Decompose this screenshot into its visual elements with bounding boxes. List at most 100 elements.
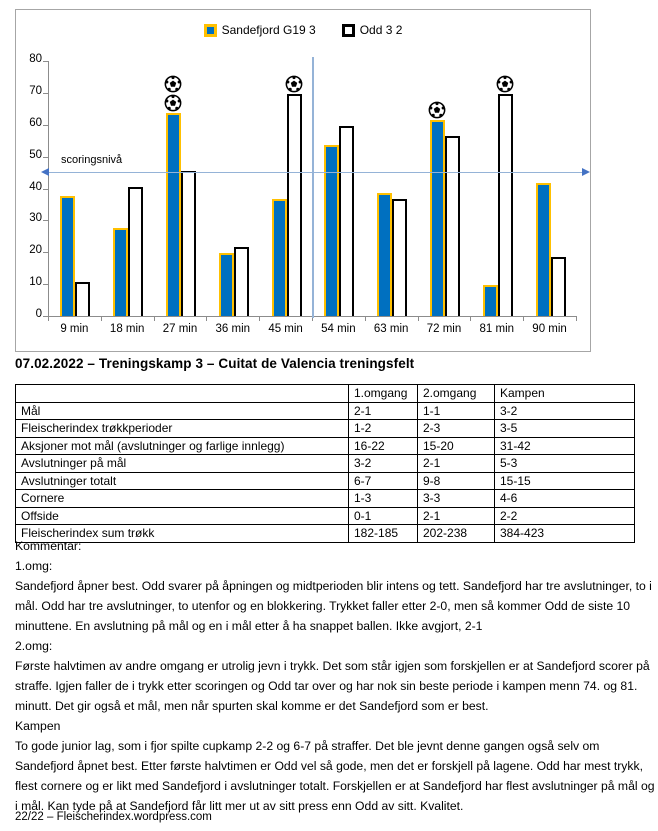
bar-group [313,61,366,316]
x-axis-label: 45 min [268,323,303,335]
value-cell: 4-6 [494,489,635,508]
value-cell: 6-7 [348,471,418,490]
legend-swatch-sandefjord-icon [203,23,217,37]
value-cell: 9-8 [417,471,495,490]
football-icon [165,75,182,93]
value-cell: 182-185 [348,524,418,543]
y-axis-tick-mark [43,220,48,222]
plot-area [48,61,577,317]
goal-marker [164,75,182,93]
bar-odd [180,170,196,316]
row-label-cell: Avslutninger totalt [15,471,349,490]
bar-group [102,61,155,316]
value-cell: 202-238 [417,524,495,543]
value-cell: 1-2 [348,419,418,438]
bar-sandefjord [113,227,129,316]
table-row: Cornere 1-3 3-3 4-6 [15,489,635,508]
x-axis-tick-mark [259,317,261,321]
bar-odd [496,75,514,316]
row-label-cell [15,384,349,403]
y-axis-tick-label: 40 [29,180,42,193]
legend-label-sandefjord: Sandefjord G19 3 [221,23,316,37]
bar-odd [128,186,144,316]
value-cell: 3-2 [494,401,635,420]
table-row: Mål 2-1 1-1 3-2 [15,401,635,420]
y-axis-tick-mark [43,92,48,94]
x-axis-label: 36 min [215,323,251,335]
scoringsniva-line [41,168,590,177]
value-cell: 15-20 [417,436,495,455]
page-title: 07.02.2022 – Treningskamp 3 – Cuitat de … [15,356,415,371]
arrow-right-icon [582,168,590,177]
x-axis-label: 27 min [162,323,198,335]
stats-table: 1.omgang 2.omgang Kampen Mål 2-1 1-1 3-2 Fleisc… [15,384,635,543]
chart: Sandefjord G19 3 Odd 3 2 0 10 20 30 40 50 60 70… [15,9,591,352]
value-cell: 31-42 [494,436,635,455]
row-label-cell: Fleischerindex trøkkperioder [15,419,349,438]
y-axis-tick-mark [43,284,48,286]
bar-group [155,61,208,316]
y-axis-tick-mark [43,156,48,158]
legend-swatch-odd-icon [341,23,355,37]
bar-odd [444,135,460,316]
value-cell: 0-1 [348,506,418,525]
x-axis-label: 9 min [60,323,89,335]
y-axis-tick-label: 20 [29,244,42,257]
bar-sandefjord [535,183,551,316]
x-axis-label: 90 min [532,323,567,335]
value-cell: 5-3 [494,454,635,473]
value-cell: 1-1 [417,401,495,420]
table-row: Fleischerindex sum trøkk 182-185 202-238 38… [15,524,635,543]
commentary-paragraph: Sandefjord åpner best. Odd svarer på åpn… [15,579,652,633]
value-cell: 384-423 [494,524,635,543]
value-cell: 2-2 [494,506,635,525]
bar-group [49,61,102,316]
x-axis-tick-mark [48,317,49,321]
football-icon [165,94,182,112]
bar-group [471,61,524,316]
bar-odd [550,256,566,316]
x-axis-tick-mark [470,317,472,321]
commentary-paragraph: 2.omg: [15,639,53,653]
bar-odd [233,247,249,316]
value-cell: 1.omgang [348,384,418,403]
bar-group [260,61,313,316]
x-axis-labels: 9 min 18 min 27 min 36 min 45 min 54 min 63 mi… [48,323,576,335]
row-label-cell: Aksjoner mot mål (avslutninger og farlig… [15,436,349,455]
commentary-paragraph: 1.omg: [15,559,53,573]
value-cell: 3-5 [494,419,635,438]
football-icon [285,75,303,93]
y-axis-tick-label: 0 [35,308,42,320]
bar-group [419,61,472,316]
bar-group [207,61,260,316]
row-label-cell: Avslutninger på mål [15,454,349,473]
value-cell: 3-3 [417,489,495,508]
bar-sandefjord [165,75,182,316]
table-row: Aksjoner mot mål (avslutninger og farlig… [15,436,635,455]
x-axis-label: 18 min [109,323,145,335]
football-icon [429,101,446,118]
commentary-paragraph: Første halvtimen av andre omgang er utro… [15,659,650,713]
bar-sandefjord [482,285,498,316]
goal-marker [164,94,182,112]
table-row: Fleischerindex trøkkperioder 1-2 2-3 3-5 [15,419,635,438]
value-cell: 16-22 [348,436,418,455]
legend-item-sandefjord: Sandefjord G19 3 [203,23,316,37]
y-axis-tick-label: 60 [29,116,42,129]
value-cell: 2-3 [417,419,495,438]
y-axis-tick-label: 30 [29,212,42,225]
x-axis-label: 54 min [321,323,356,335]
value-cell: 2-1 [417,454,495,473]
table-row: Avslutninger på mål 3-2 2-1 5-3 [15,454,635,473]
halftime-separator-line [312,57,314,318]
commentary-paragraph: To gode junior lag, som i fjor spilte cu… [15,739,655,813]
bar-sandefjord [429,101,446,316]
bar-sandefjord [218,253,234,316]
goal-marker [285,75,303,93]
y-axis-tick-mark [43,252,48,254]
x-axis-tick-mark [206,317,208,321]
commentary-paragraph: Kampen [15,719,61,733]
x-axis-label: 72 min [426,323,462,335]
value-cell: Kampen [494,384,635,403]
y-axis-tick-mark [43,188,48,190]
